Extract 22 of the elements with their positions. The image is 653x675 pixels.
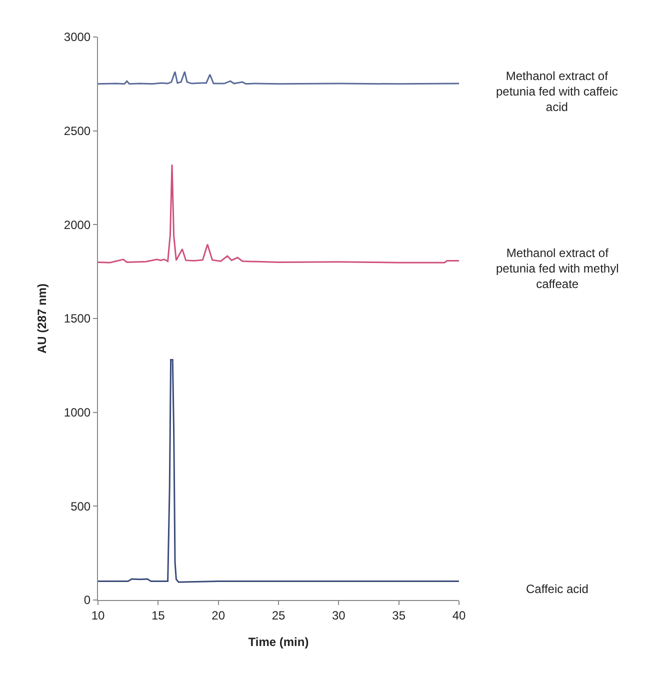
x-tick-label: 15: [151, 608, 166, 622]
y-tick-label: 0: [84, 593, 91, 608]
x-tick-label: 10: [91, 608, 105, 622]
x-axis-title: Time (min): [248, 635, 309, 649]
x-tick-label: 30: [332, 608, 346, 622]
text: Caffeic acid: [526, 582, 588, 596]
y-tick-label: 1000: [64, 406, 91, 420]
text: Methanol extract of petunia fed with caffeic acid: [496, 69, 618, 114]
x-tick-label: 40: [452, 608, 466, 622]
x-tick-label: 25: [272, 608, 286, 622]
y-axis-title: AU (287 nm): [35, 283, 50, 354]
y-tick-label: 500: [70, 499, 91, 514]
line-series: [98, 164, 459, 264]
y-tick-label: 3000: [64, 30, 91, 44]
x-tick-label: 20: [212, 608, 226, 622]
x-tick-label: 35: [392, 608, 406, 622]
y-tick-label: 1500: [64, 312, 91, 326]
y-tick-label: 2500: [64, 124, 91, 138]
y-tick-label: 2000: [64, 218, 91, 232]
line-series: [98, 359, 459, 583]
text: Methanol extract of petunia fed with methyl caffeate: [496, 246, 619, 292]
line-series: [98, 70, 459, 85]
